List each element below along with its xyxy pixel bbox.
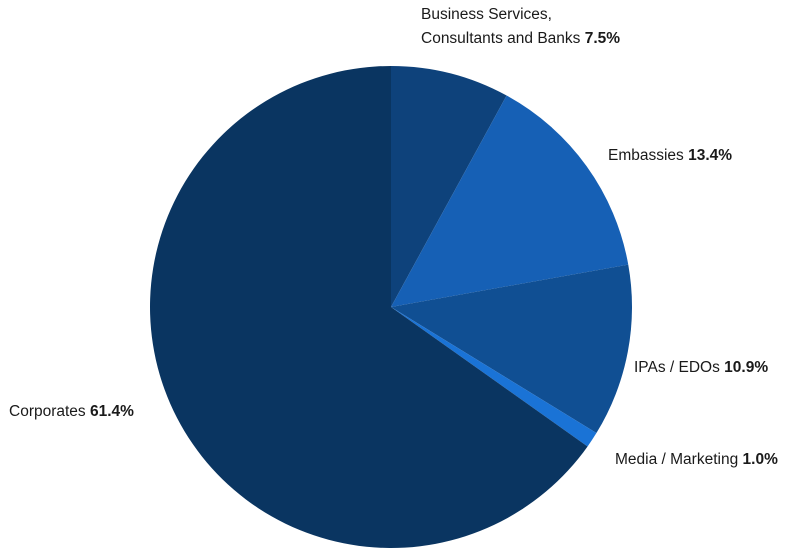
slice-value-embassies: 13.4% bbox=[688, 147, 733, 164]
slice-label-embassies-name: Embassies bbox=[608, 147, 684, 164]
slice-label-business-services-line-2: Consultants and Banks bbox=[421, 30, 581, 47]
slice-value-media-marketing: 1.0% bbox=[742, 451, 778, 468]
slice-label-corporates-name: Corporates bbox=[9, 403, 86, 420]
slice-label-media-marketing: Media / Marketing 1.0% bbox=[615, 448, 778, 472]
slice-label-ipas-edos-name: IPAs / EDOs bbox=[634, 359, 720, 376]
slice-label-business-services: Business Services, Consultants and Banks… bbox=[421, 3, 620, 51]
slice-value-business-services: 7.5% bbox=[584, 30, 621, 47]
pie-slice-embassies bbox=[391, 95, 629, 307]
pie-slice-corporates bbox=[150, 66, 588, 548]
slice-value-corporates: 61.4% bbox=[90, 403, 134, 420]
slice-value-ipas-edos: 10.9% bbox=[724, 359, 769, 376]
slice-label-business-services-line-1: Business Services, bbox=[421, 6, 552, 23]
slice-label-ipas-edos: IPAs / EDOs 10.9% bbox=[634, 356, 768, 380]
pie-slice-business-services bbox=[391, 66, 507, 307]
slice-label-embassies: Embassies 13.4% bbox=[608, 144, 732, 168]
slice-label-media-marketing-name: Media / Marketing bbox=[615, 451, 739, 468]
pie-slice-media-marketing bbox=[391, 307, 597, 447]
pie-slice-ipas-edos bbox=[391, 264, 633, 434]
slice-label-corporates: Corporates 61.4% bbox=[9, 400, 134, 424]
